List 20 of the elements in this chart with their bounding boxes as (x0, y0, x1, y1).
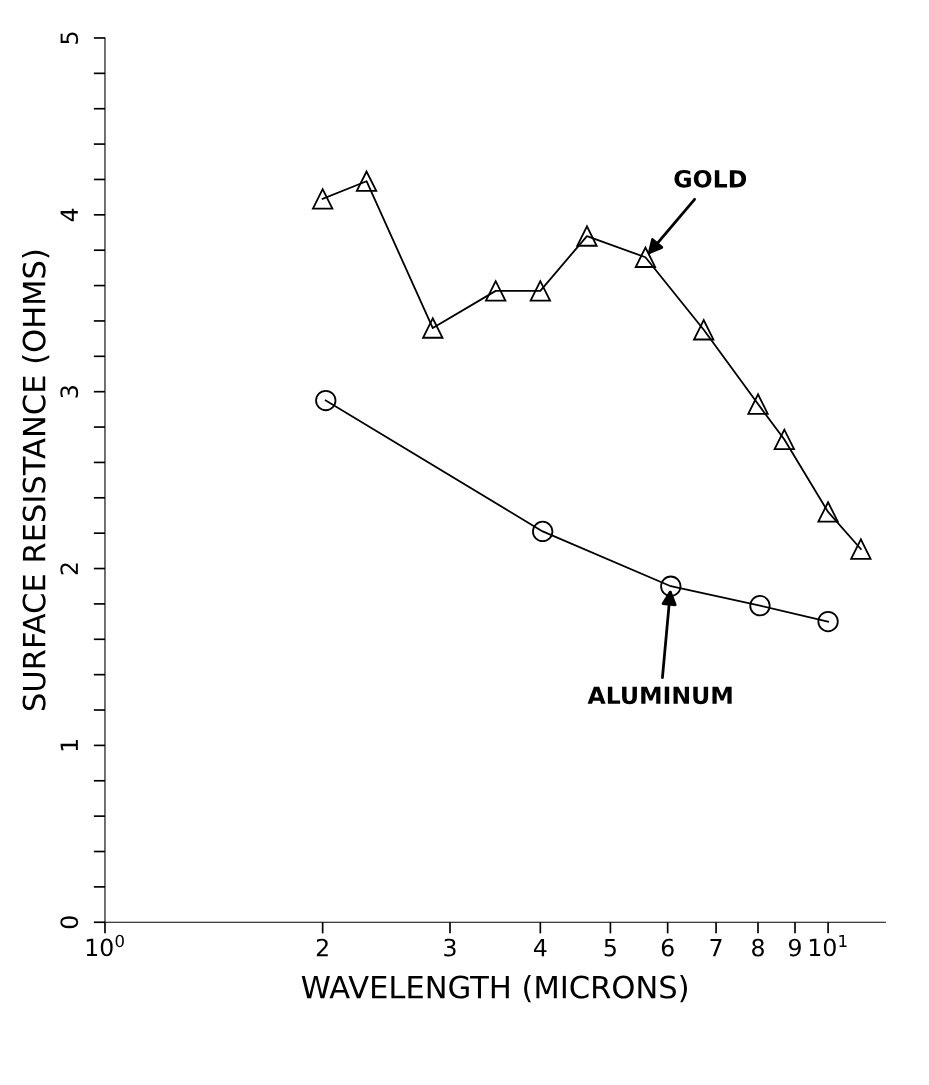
y-tick-label: 2 (60, 563, 78, 575)
x-axis-title: WAVELENGTH (MICRONS) (301, 975, 687, 1003)
annotation: ALUMINUM (587, 686, 732, 705)
annotation: GOLD (674, 169, 747, 188)
x-tick-label: 9 (788, 938, 801, 957)
x-tick-label: 8 (752, 938, 764, 957)
y-axis-title: SURFACE RESISTANCE (OHMS) (22, 250, 50, 711)
y-tick-label: 1 (60, 740, 78, 751)
y-tick-label: 3 (60, 386, 79, 398)
y-tick-label: 4 (60, 208, 78, 222)
x-tick-label: 4 (533, 938, 547, 957)
x-tick-label: 10$^{1}$ (809, 934, 847, 957)
x-tick-label: 7 (710, 938, 722, 957)
y-tick-label: 0 (60, 916, 79, 929)
x-tick-label: 2 (316, 938, 328, 957)
y-tick-label: 5 (60, 32, 79, 44)
x-tick-label: 6 (661, 938, 674, 957)
x-tick-label: 3 (444, 938, 456, 957)
x-tick-label: 5 (604, 938, 616, 957)
x-tick-label: 10$^{0}$ (86, 934, 124, 957)
